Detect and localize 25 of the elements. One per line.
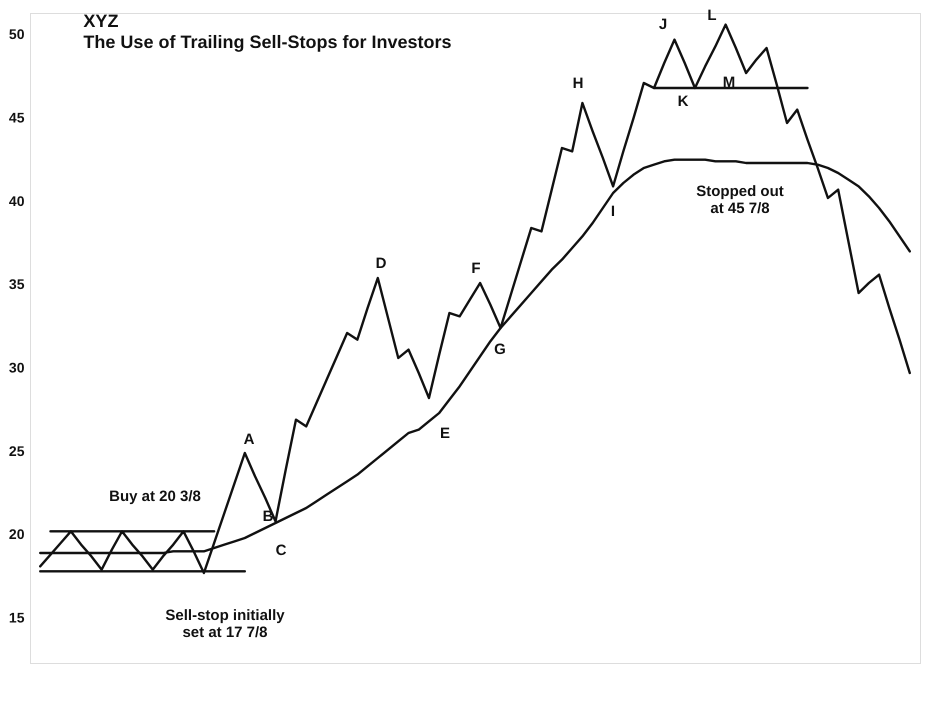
- annotation: M: [722, 74, 736, 91]
- y-tick-label: 50: [8, 26, 25, 42]
- annotation: G: [494, 341, 506, 358]
- annotation: I: [610, 203, 616, 220]
- text: The Use of Trailing Sell-Stops for Investors: [83, 32, 452, 52]
- chart-title: XYZ: [83, 11, 118, 31]
- annotation: E: [440, 425, 450, 442]
- annotation: Sell-stop initially set at 17 7/8: [165, 607, 286, 641]
- annotation: Stopped out at 45 7/8: [696, 183, 784, 217]
- annotation: F: [471, 260, 481, 277]
- annotation: L: [707, 7, 717, 24]
- y-tick-label: 45: [8, 110, 25, 126]
- annotation: Buy at 20 3/8: [109, 488, 201, 505]
- y-tick-label: 20: [8, 526, 25, 542]
- annotation: A: [244, 431, 255, 448]
- annotation: J: [658, 16, 668, 33]
- y-tick-label: 25: [8, 442, 25, 459]
- y-tick-label: 30: [8, 360, 25, 376]
- y-tick-label: 15: [8, 610, 25, 626]
- annotation: C: [276, 542, 287, 559]
- annotation: H: [572, 75, 584, 92]
- annotation: K: [678, 93, 689, 110]
- y-tick-label: 35: [8, 276, 25, 292]
- annotation: D: [376, 255, 387, 272]
- y-tick-label: 40: [8, 192, 25, 209]
